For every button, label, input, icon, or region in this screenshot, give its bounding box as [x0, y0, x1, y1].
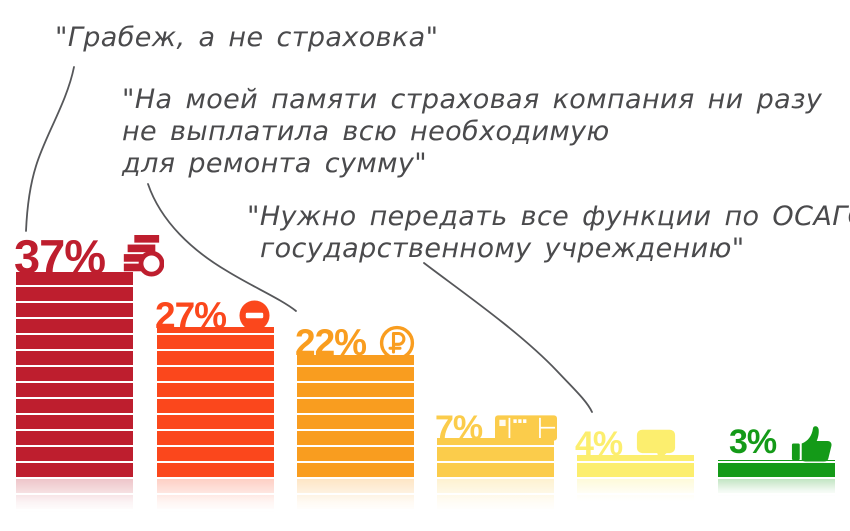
quote-text-3: "Нужно передать все функции по ОСАГО гос… — [247, 201, 850, 264]
coins-icon — [118, 235, 165, 277]
connector-line-2 — [147, 183, 297, 312]
thumbs-up-icon — [789, 419, 834, 466]
bar-column-22: 22% — [295, 0, 415, 531]
bar-column-27: 27% — [155, 0, 274, 531]
bar-reflection — [437, 479, 554, 512]
bar-column-4: 4% — [575, 0, 694, 531]
bar-reflection — [157, 479, 274, 512]
connector-line-3 — [423, 262, 593, 413]
bar-4 — [577, 455, 694, 477]
bar-column-7: 7% — [435, 0, 558, 531]
connector-line-1 — [25, 66, 75, 232]
quote-text-1: "Грабеж, а не страховка" — [55, 22, 439, 53]
bar-reflection — [577, 479, 694, 501]
bar-percent: 22% — [295, 321, 367, 363]
bar-27 — [157, 327, 274, 477]
bar-value-label: 22% — [295, 321, 428, 363]
bar-22 — [297, 355, 414, 477]
bar-37 — [16, 272, 133, 477]
banknote-icon — [495, 415, 558, 441]
bar-column-37: 37% — [14, 0, 165, 531]
bar-reflection — [718, 479, 835, 496]
bar-3 — [718, 460, 835, 477]
bar-7 — [437, 438, 554, 477]
bar-column-3: 3% — [718, 0, 835, 531]
quote-text-2: "На моей памяти страховая компания ни ра… — [122, 84, 823, 179]
bar-value-label: 3% — [716, 419, 849, 466]
no-entry-icon — [239, 300, 270, 331]
bar-reflection — [16, 479, 133, 512]
bar-percent: 3% — [729, 422, 777, 461]
bar-reflection — [297, 479, 414, 512]
